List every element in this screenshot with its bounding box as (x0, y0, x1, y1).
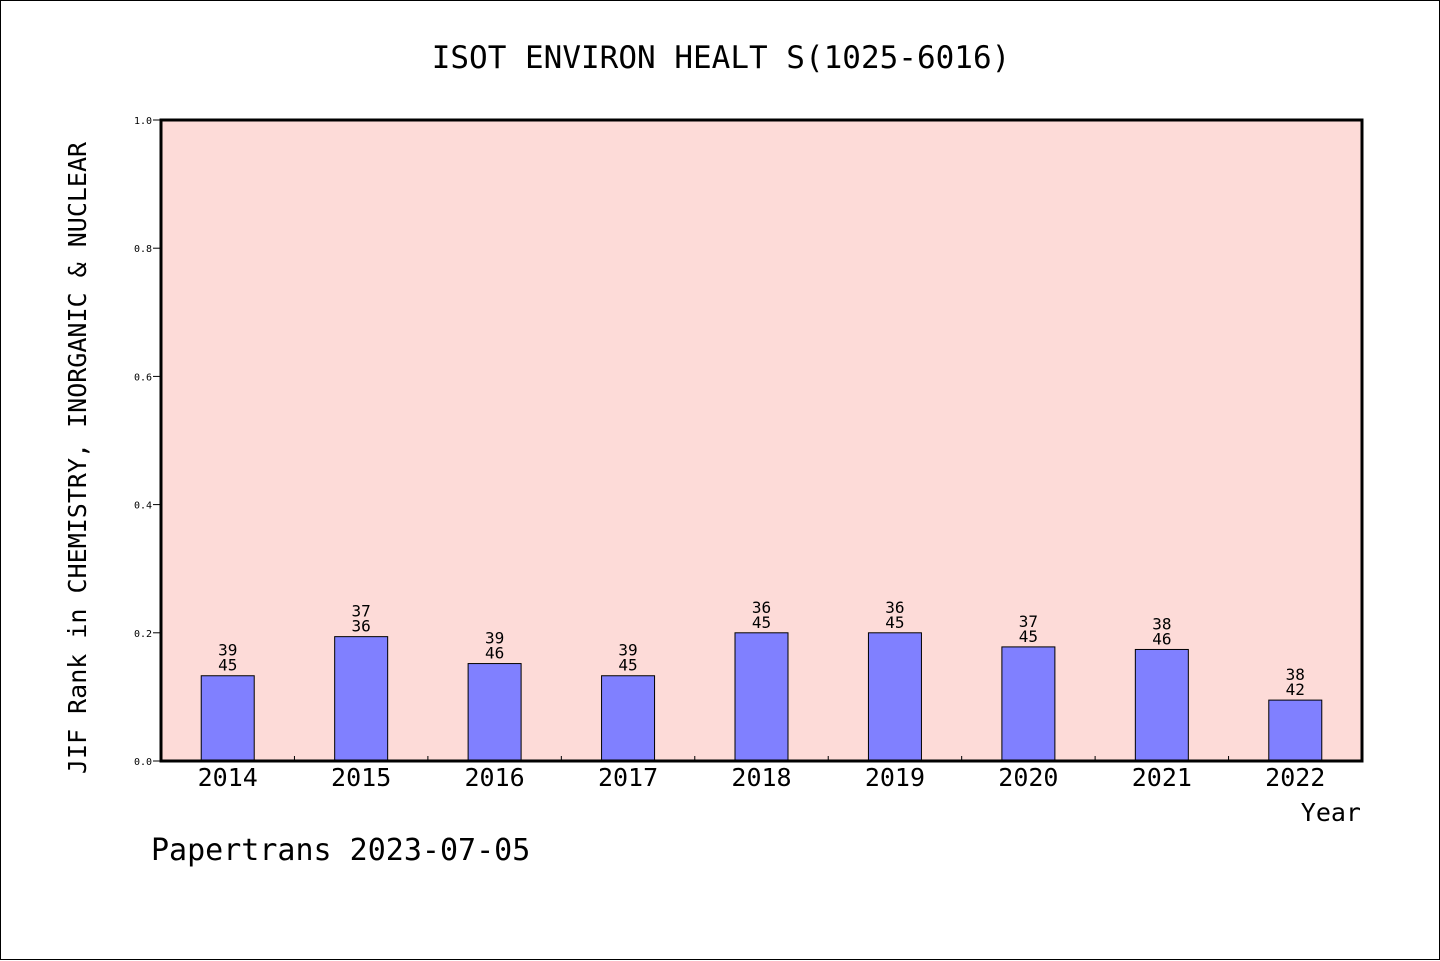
bar-label-total: 42 (1286, 680, 1305, 699)
bar-label-total: 45 (1019, 627, 1038, 646)
x-tick-label: 2017 (598, 763, 658, 792)
bar-2015 (334, 636, 389, 762)
y-axis-label: JIF Rank in CHEMISTRY, INORGANIC & NUCLE… (63, 141, 92, 774)
bar-label-rank: 37 (1019, 612, 1038, 631)
bar-label-total: 46 (485, 644, 504, 663)
x-tick-label: 2020 (998, 763, 1058, 792)
x-tick-label: 2021 (1132, 763, 1192, 792)
bar-label-total: 46 (1152, 629, 1171, 648)
bar-2019 (867, 632, 922, 762)
bar-label-total: 45 (218, 656, 237, 675)
x-axis: 2014 2015 2016 2017 2018 2019 2020 2021 2022 (198, 756, 1325, 792)
bars-layer (200, 632, 1323, 762)
y-tick-label: 0.2 (134, 629, 152, 640)
bar-label-rank: 36 (752, 598, 771, 617)
bar-2022 (1268, 699, 1323, 762)
x-tick-label: 2019 (865, 763, 925, 792)
bar-label-total: 45 (885, 613, 904, 632)
bar-label-rank: 38 (1286, 665, 1305, 684)
chart-title: ISOT ENVIRON HEALT S(1025-6016) (432, 40, 1011, 76)
bar-label-rank: 39 (618, 641, 637, 660)
bar-2018 (734, 632, 789, 762)
y-axis: 0.0 0.2 0.4 0.6 0.8 1.0 (134, 116, 161, 768)
bar-label-total: 36 (352, 617, 371, 636)
x-tick-label: 2022 (1265, 763, 1325, 792)
bar-2017 (601, 675, 656, 762)
bar-label-rank: 38 (1152, 614, 1171, 633)
y-tick-label: 1.0 (134, 116, 152, 127)
bar-label-rank: 37 (352, 602, 371, 621)
x-tick-label: 2016 (465, 763, 525, 792)
bar-label-rank: 39 (218, 641, 237, 660)
y-tick-label: 0.4 (134, 501, 152, 512)
y-tick-label: 0.8 (134, 244, 152, 255)
bar-2014 (200, 675, 255, 762)
bar-label-rank: 36 (885, 598, 904, 617)
bar-label-total: 45 (752, 613, 771, 632)
bar-label-rank: 39 (485, 629, 504, 648)
bar-label-total: 45 (618, 656, 637, 675)
bar-2020 (1001, 646, 1056, 762)
y-tick-label: 0.6 (134, 372, 152, 383)
x-axis-label: Year (1301, 798, 1361, 827)
y-tick-label: 0.0 (134, 757, 152, 768)
x-tick-label: 2018 (731, 763, 791, 792)
bar-2021 (1134, 648, 1189, 762)
bar-2016 (467, 663, 522, 762)
plot-border (159, 118, 1364, 763)
x-tick-label: 2015 (331, 763, 391, 792)
x-tick-label: 2014 (198, 763, 258, 792)
footer-credit: Papertrans 2023-07-05 (151, 833, 531, 868)
